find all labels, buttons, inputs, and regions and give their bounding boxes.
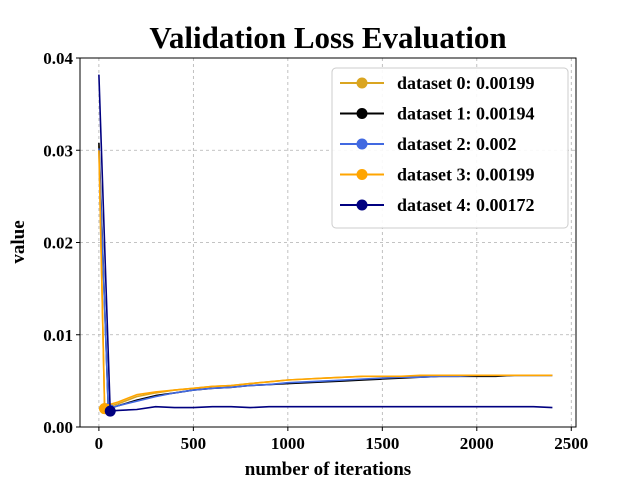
series-line	[98, 74, 553, 412]
legend-item: dataset 1: 0.00194	[340, 104, 535, 124]
y-tick-label: 0.04	[43, 49, 73, 68]
series-line	[98, 142, 553, 410]
y-tick-label: 0.02	[43, 234, 73, 253]
legend-swatch-marker	[356, 138, 368, 150]
legend-swatch-marker	[356, 108, 368, 119]
ticks: 0 500 1000 1500 2000 2500 0.00 0.01 0.02 0.03 0.04	[43, 49, 588, 453]
legend-label: dataset 1: 0.00194	[397, 104, 535, 124]
series-layer	[98, 74, 553, 417]
x-tick-label: 0	[95, 434, 104, 453]
legend-item: dataset 3: 0.00199	[340, 165, 535, 185]
legend-label: dataset 3: 0.00199	[397, 165, 535, 185]
chart-title: Validation Loss Evaluation	[149, 20, 506, 55]
x-axis-label: number of iterations	[245, 459, 411, 480]
y-tick-label: 0.01	[43, 326, 73, 345]
series-4	[98, 74, 553, 417]
legend-box	[331, 67, 569, 229]
legend-label: dataset 4: 0.00172	[397, 195, 535, 215]
y-tick-label: 0.03	[43, 141, 73, 160]
legend-label: dataset 0: 0.00199	[397, 73, 535, 93]
legend-item: dataset 0: 0.00199	[340, 73, 535, 93]
min-marker	[104, 405, 116, 417]
y-axis-label: value	[8, 220, 29, 263]
x-tick-label: 1000	[271, 434, 305, 453]
legend-swatch-marker	[356, 77, 368, 89]
y-tick-label: 0.00	[43, 418, 73, 437]
legend-label: dataset 2: 0.002	[397, 134, 517, 154]
x-tick-label: 2000	[460, 434, 494, 453]
legend: dataset 0: 0.00199 dataset 1: 0.00194 data…	[331, 67, 569, 229]
x-tick-label: 1500	[365, 434, 399, 453]
legend-item: dataset 4: 0.00172	[340, 195, 535, 215]
legend-swatch-marker	[356, 169, 368, 180]
x-tick-label: 500	[181, 434, 207, 453]
x-tick-label: 2500	[554, 434, 588, 453]
legend-swatch-marker	[356, 199, 368, 211]
series-line	[98, 150, 553, 410]
legend-item: dataset 2: 0.002	[340, 134, 517, 154]
